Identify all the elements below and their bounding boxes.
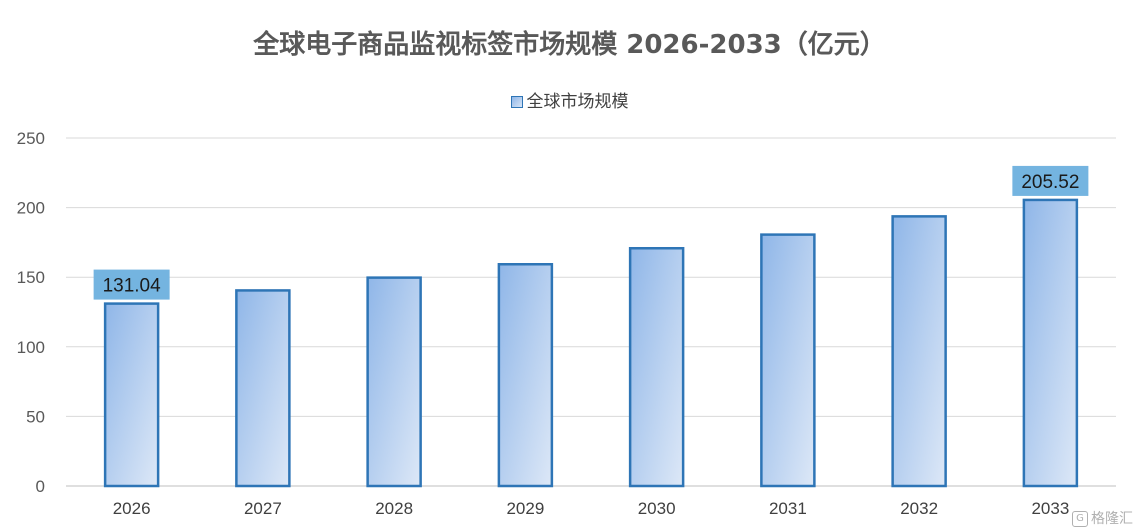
y-tick-label: 200 <box>17 199 45 218</box>
data-label-box <box>1012 165 1089 196</box>
chart-title: 全球电子商品监视标签市场规模 2026-2033（亿元） <box>253 30 886 60</box>
x-tick-label: 2027 <box>244 499 282 518</box>
g-logo-icon: G <box>1072 511 1088 527</box>
x-tick-label: 2030 <box>638 499 676 518</box>
bar-2029 <box>497 263 554 488</box>
chart-legend: 全球市场规模 <box>0 87 1139 112</box>
bar-2027 <box>235 289 291 488</box>
y-tick-label: 250 <box>17 129 45 148</box>
bar-2030 <box>628 246 685 488</box>
bar-2026 <box>103 302 160 488</box>
y-tick-label: 150 <box>17 268 45 287</box>
data-label: 131.04 <box>103 276 162 297</box>
x-tick-label: 2033 <box>1031 499 1069 518</box>
watermark: G 格隆汇 <box>1072 508 1133 528</box>
bar-2031 <box>760 233 816 488</box>
x-tick-label: 2028 <box>375 499 413 518</box>
bar-2033 <box>1022 198 1079 488</box>
x-tick-label: 2031 <box>769 499 807 518</box>
x-tick-label: 2032 <box>900 499 938 518</box>
data-label-box <box>93 269 170 300</box>
x-tick-label: 2026 <box>113 499 151 518</box>
legend-swatch <box>510 96 523 108</box>
legend-label: 全球市场规模 <box>526 92 629 112</box>
y-tick-label: 0 <box>36 477 45 496</box>
bar-2032 <box>891 215 947 488</box>
watermark-text: 格隆汇 <box>1091 511 1133 527</box>
bar-2028 <box>366 276 422 488</box>
data-label: 205.52 <box>1021 172 1079 193</box>
x-tick-label: 2029 <box>506 499 544 518</box>
y-tick-label: 100 <box>17 338 45 357</box>
y-tick-label: 50 <box>26 407 45 426</box>
